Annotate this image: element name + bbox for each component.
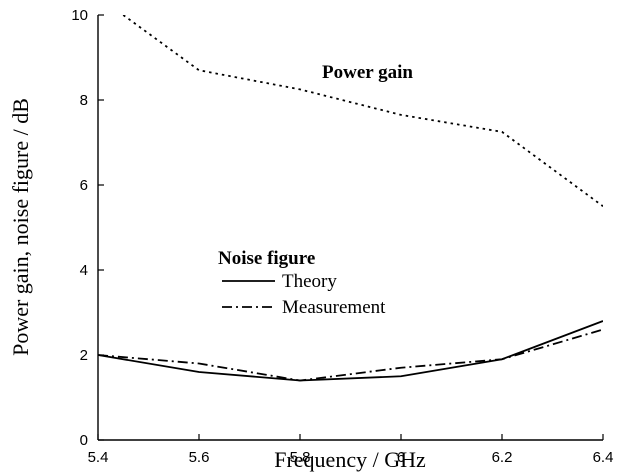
x-tick-label: 5.4 (88, 449, 109, 466)
legend-label: Theory (282, 271, 337, 292)
x-tick-label: 6 (397, 449, 405, 466)
x-tick-label: 6.2 (492, 449, 513, 466)
legend-label: Measurement (282, 297, 386, 318)
x-tick-label: 5.8 (290, 449, 311, 466)
x-tick-label: 6.4 (593, 449, 614, 466)
y-tick-label: 2 (80, 347, 88, 364)
series-line (98, 320, 603, 382)
y-tick-label: 0 (80, 432, 88, 449)
x-tick-label: 5.6 (189, 449, 210, 466)
annotation: Power gain (322, 62, 413, 83)
y-axis-label: Power gain, noise figure / dB (8, 98, 33, 356)
annotation: Noise figure (218, 248, 315, 269)
x-axis-label: Frequency / GHz (274, 447, 426, 472)
y-tick-label: 8 (80, 92, 88, 109)
y-tick-label: 4 (80, 262, 88, 279)
series-line (122, 15, 603, 207)
y-tick-label: 6 (80, 177, 88, 194)
y-tick-label: 10 (71, 7, 88, 24)
series-line (98, 328, 603, 382)
